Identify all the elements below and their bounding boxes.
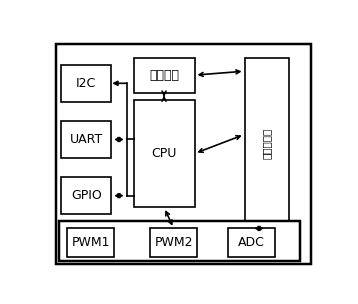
Bar xyxy=(62,177,111,214)
Bar xyxy=(62,121,111,158)
Bar xyxy=(245,57,289,228)
Text: 存储器列表: 存储器列表 xyxy=(262,127,272,159)
Bar xyxy=(62,64,111,102)
Text: 加密模块: 加密模块 xyxy=(149,69,179,81)
Bar xyxy=(228,228,275,257)
Text: CPU: CPU xyxy=(151,147,177,160)
Bar xyxy=(67,228,114,257)
Bar xyxy=(59,221,300,261)
Text: I2C: I2C xyxy=(76,77,97,90)
Text: GPIO: GPIO xyxy=(71,189,102,202)
Bar xyxy=(134,100,195,207)
Text: ADC: ADC xyxy=(238,236,265,249)
Text: PWM2: PWM2 xyxy=(155,236,193,249)
Bar xyxy=(150,228,197,257)
Bar xyxy=(134,57,195,93)
Text: UART: UART xyxy=(70,133,103,146)
Text: PWM1: PWM1 xyxy=(71,236,110,249)
